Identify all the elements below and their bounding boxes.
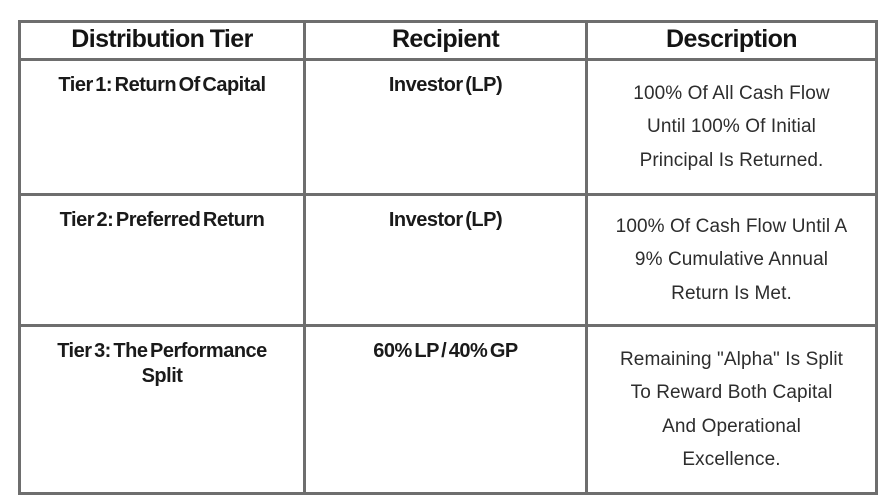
description-line: 100% Of Cash Flow Until A: [615, 216, 848, 238]
tier-label-line: Tier 3: The Performance: [57, 340, 267, 362]
tier-3-recipient-cell: 60% LP / 40% GP: [303, 324, 588, 495]
column-header-distribution-tier: Distribution Tier: [18, 20, 306, 61]
description-line: 9% Cumulative Annual: [634, 249, 829, 271]
tier-label-line: Tier 2: Preferred Return: [59, 209, 265, 231]
table-row-tier-3: Tier 3: The Performance Split 60% LP / 4…: [18, 324, 878, 495]
distribution-waterfall-table: Distribution Tier Recipient Description …: [18, 20, 878, 495]
description-line: Until 100% Of Initial: [647, 116, 816, 138]
tier-2-recipient-cell: Investor (LP): [303, 193, 588, 327]
tier-3-description-cell: Remaining "Alpha" Is Split To Reward Bot…: [585, 324, 878, 495]
tier-2-label-cell: Tier 2: Preferred Return: [18, 193, 306, 327]
tier-1-label-cell: Tier 1: Return Of Capital: [18, 58, 306, 196]
distribution-waterfall-table-container: Distribution Tier Recipient Description …: [18, 20, 878, 495]
description-line: And Operational: [662, 415, 801, 437]
table-row-tier-1: Tier 1: Return Of Capital Investor (LP) …: [18, 58, 878, 196]
tier-2-description-cell: 100% Of Cash Flow Until A 9% Cumulative …: [585, 193, 878, 327]
description-line: 100% Of All Cash Flow: [633, 83, 830, 105]
tier-3-label-cell: Tier 3: The Performance Split: [18, 324, 306, 495]
tier-1-description-cell: 100% Of All Cash Flow Until 100% Of Init…: [585, 58, 878, 196]
column-header-recipient: Recipient: [303, 20, 588, 61]
tier-label-line: Tier 1: Return Of Capital: [58, 74, 266, 96]
header-row: Distribution Tier Recipient Description: [18, 20, 878, 61]
column-header-description: Description: [585, 20, 878, 61]
table-row-tier-2: Tier 2: Preferred Return Investor (LP) 1…: [18, 193, 878, 327]
description-line: Principal Is Returned.: [639, 149, 824, 171]
description-line: Remaining "Alpha" Is Split: [619, 349, 844, 371]
description-line: To Reward Both Capital: [630, 382, 833, 404]
tier-label-line: Split: [141, 365, 183, 387]
description-line: Return Is Met.: [671, 282, 792, 304]
tier-1-recipient-cell: Investor (LP): [303, 58, 588, 196]
description-line: Excellence.: [682, 448, 781, 470]
